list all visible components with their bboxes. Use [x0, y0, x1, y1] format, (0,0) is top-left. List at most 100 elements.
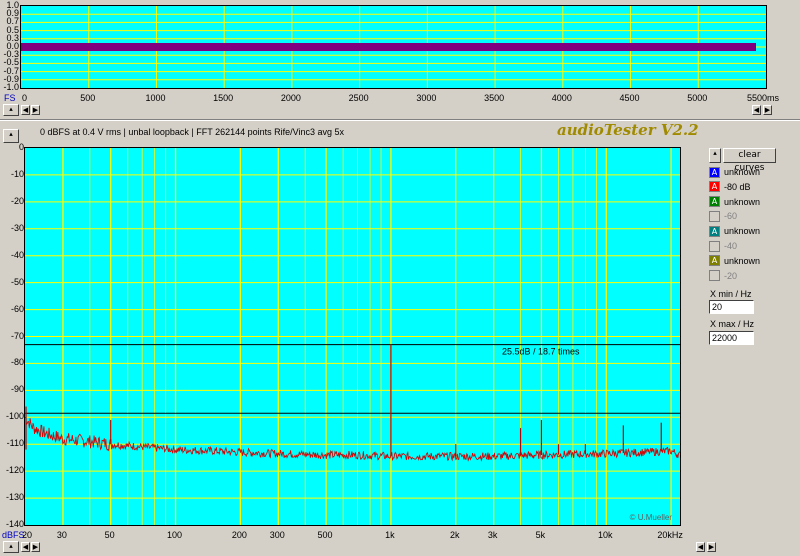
spectrum-x-axis-labels: 20 30 50 100 200 300 500 1k 2k 3k 5k 10k 20kHz [0, 529, 800, 541]
channel-toggle-icon[interactable] [709, 240, 720, 252]
time-y-tick-label: -0.3 [3, 49, 19, 60]
xmin-input[interactable]: 20 [709, 300, 754, 314]
channel-toggle-icon[interactable]: A [709, 166, 720, 178]
legend-item[interactable]: -20 [709, 269, 737, 283]
arrow-left-icon: ◀ [697, 543, 704, 551]
spectrum-y-tick-label: 0 [18, 142, 24, 152]
spectrum-y-tick-label: -50 [10, 276, 24, 287]
time-y-tick-label: 0.7 [6, 16, 19, 27]
spectrum-scroll-left-button[interactable]: ◀ [21, 542, 30, 552]
spectrum-y-tick-label: -130 [5, 492, 24, 503]
legend-item-label: -80 dB [724, 181, 751, 192]
time-x-tick-label: 1500 [213, 93, 234, 103]
measurement-info-label: 0 dBFS at 0.4 V rms | unbal loopback | F… [40, 127, 345, 137]
time-x-tick-label: 2000 [280, 93, 301, 103]
xmin-label: X min / Hz [710, 289, 752, 299]
time-y-tick-label: 0.9 [6, 8, 19, 19]
time-x-tick-label: 1000 [145, 93, 166, 103]
spectrum-x-tick-label: 10k [597, 530, 613, 540]
spectrum-y-tick-label: -40 [10, 249, 24, 260]
time-x-tick-label: 0 [22, 93, 28, 103]
spectrum-y-tick-label: -140 [5, 519, 24, 529]
xmax-input[interactable]: 22000 [709, 331, 754, 345]
channel-toggle-icon[interactable]: A [709, 255, 720, 267]
spectrum-scroll-right-button[interactable]: ▶ [31, 542, 40, 552]
stepper-up-icon: ▴ [9, 542, 13, 550]
time-x-tick-label: 5500ms [747, 93, 780, 103]
spectrum-y-tick-label: -70 [10, 330, 24, 341]
time-y-tick-label: 1.0 [6, 0, 19, 10]
time-y-axis-labels: 1.0 0.9 0.7 0.5 0.3 0.0 -0.3 -0.5 -0.7 -0.9 -1.0 [0, 0, 19, 96]
channel-toggle-icon[interactable] [709, 270, 720, 282]
time-scroll-right-button[interactable]: ▶ [31, 105, 40, 115]
spectrum-y-axis-labels: 0 -10 -20 -30 -40 -50 -60 -70 -80 -90 -100 -110 -120… [0, 0, 24, 556]
spectrum-zoom-stepper-bottom[interactable]: ▴ [3, 541, 19, 553]
legend-item[interactable]: -40 [709, 239, 737, 253]
time-x-tick-label: 2500 [348, 93, 369, 103]
arrow-right-icon: ▶ [764, 106, 771, 114]
time-scroll-left-button[interactable]: ◀ [21, 105, 30, 115]
time-x-tick-label: 500 [80, 93, 96, 103]
spectrum-x-tick-label: 20kHz [657, 530, 683, 540]
spectrum-y-tick-label: -110 [6, 438, 24, 449]
channel-toggle-icon[interactable]: A [709, 196, 720, 208]
time-plot-area [20, 5, 767, 89]
spectrum-pan-left-button[interactable]: ◀ [696, 542, 705, 552]
spectrum-zoom-stepper[interactable]: ▴ [3, 129, 19, 143]
time-zoom-stepper[interactable]: ▴ [3, 104, 19, 116]
time-x-axis-labels: 0 500 1000 1500 2000 2500 3000 3500 4000 4500 5000… [0, 92, 800, 104]
time-pan-right-button[interactable]: ▶ [763, 105, 772, 115]
time-x-tick-label: 3500 [484, 93, 505, 103]
spectrum-x-tick-label: 20 [22, 530, 33, 540]
arrow-left-icon: ◀ [22, 106, 29, 114]
channel-toggle-icon[interactable]: A [709, 225, 720, 237]
spectrum-x-tick-label: 30 [56, 530, 67, 540]
channel-toggle-icon[interactable]: A [709, 181, 720, 193]
time-x-tick-label: 5000 [687, 93, 708, 103]
legend-item[interactable]: A -80 dB [709, 180, 751, 194]
arrow-left-icon: ◀ [753, 106, 760, 114]
time-x-tick-label: 4500 [619, 93, 640, 103]
app-brand-title: audioTester V2.2 [557, 121, 699, 139]
stepper-up-icon: ▴ [9, 130, 13, 138]
fs-unit-label: FS [4, 93, 16, 103]
stepper-up-icon: ▴ [713, 149, 717, 157]
legend-scroll-stepper[interactable]: ▴ [709, 148, 721, 163]
legend-item-label: unknown [724, 226, 761, 237]
spectrum-y-tick-label: -100 [5, 411, 24, 422]
channel-toggle-icon[interactable] [709, 210, 720, 222]
dbfs-unit-label: dBFS [2, 530, 25, 540]
copyright-label: © U.Mueller [629, 513, 672, 522]
spectrum-y-tick-label: -20 [10, 195, 24, 206]
spectrum-y-tick-label: -80 [10, 357, 24, 368]
legend-item[interactable]: -60 [709, 209, 737, 223]
arrow-left-icon: ◀ [22, 543, 29, 551]
spectrum-y-tick-label: -30 [10, 222, 24, 233]
time-pan-left-button[interactable]: ◀ [752, 105, 761, 115]
spectrum-y-tick-label: -10 [10, 168, 24, 179]
time-y-tick-label: 0.3 [6, 32, 19, 43]
stepper-up-icon: ▴ [9, 105, 13, 113]
xmax-label: X max / Hz [710, 319, 755, 329]
spectrum-x-tick-label: 100 [167, 530, 183, 540]
spectrum-x-tick-label: 300 [269, 530, 285, 540]
spectrum-pan-right-button[interactable]: ▶ [707, 542, 716, 552]
time-y-tick-label: -0.9 [3, 73, 19, 84]
arrow-right-icon: ▶ [32, 106, 39, 114]
time-x-tick-label: 4000 [551, 93, 572, 103]
spectrum-plot-area: 25.5dB / 18.7 times © U.Mueller [24, 147, 681, 526]
spectrum-y-tick-label: -120 [5, 465, 24, 476]
clear-curves-button[interactable]: clear curves [723, 148, 776, 173]
legend-item-label: -40 [724, 241, 738, 251]
time-y-tick-label: -0.7 [3, 65, 19, 76]
time-y-tick-label: -0.5 [3, 57, 19, 68]
legend-item-label: unknown [724, 167, 761, 177]
legend-item-label: -20 [724, 270, 738, 281]
time-y-tick-label: 0.5 [6, 24, 19, 35]
legend-item-label: unknown [724, 255, 761, 266]
spectrum-y-tick-label: -90 [10, 384, 24, 395]
